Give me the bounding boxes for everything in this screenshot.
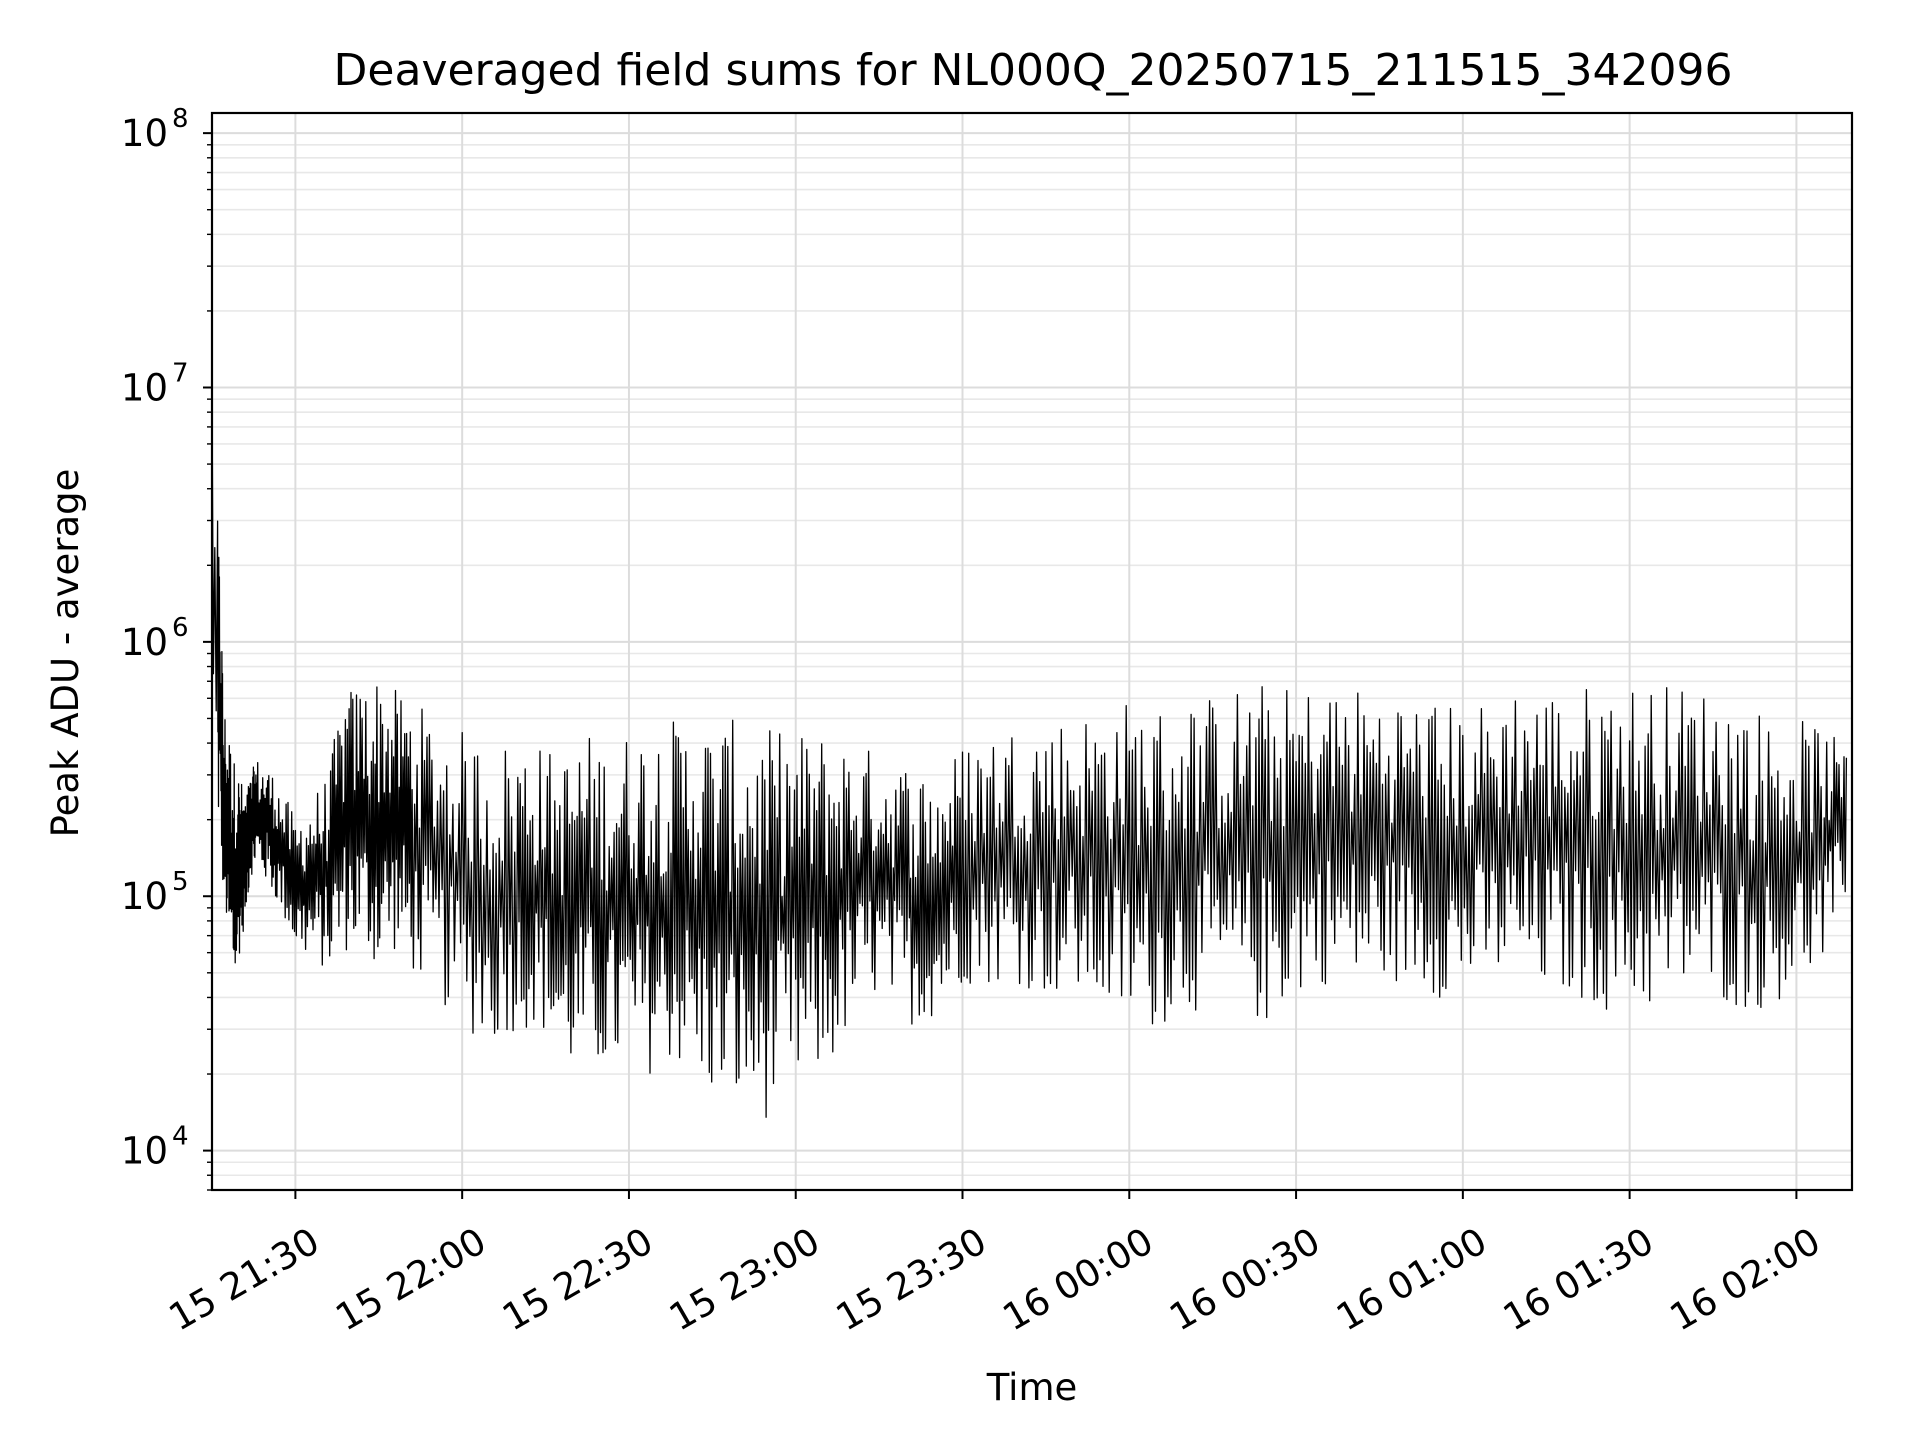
y-tick-exponent: 5 bbox=[172, 867, 189, 897]
plot-frame bbox=[210, 111, 1854, 1192]
x-tick-label: 15 23:30 bbox=[829, 1219, 994, 1339]
y-axis-label: Peak ADU - average bbox=[44, 469, 87, 838]
y-tick-label: 10 bbox=[121, 367, 168, 410]
y-tick-exponent: 6 bbox=[172, 613, 189, 643]
y-tick-label: 10 bbox=[121, 875, 168, 918]
series-line bbox=[211, 387, 1848, 1118]
x-axis: 15 21:30 15 22:00 15 22:30 15 23:00 15 23:30… bbox=[162, 1190, 1828, 1339]
chart-title: Deaveraged field sums for NL000Q_2025071… bbox=[334, 45, 1733, 96]
gridlines bbox=[212, 113, 1852, 1191]
x-tick-label: 15 22:00 bbox=[329, 1219, 494, 1339]
y-tick-exponent: 7 bbox=[172, 359, 189, 389]
x-tick-label: 15 23:00 bbox=[662, 1219, 827, 1339]
plot-area bbox=[211, 387, 1848, 1118]
x-axis-label: Time bbox=[986, 1366, 1078, 1409]
y-tick-label: 10 bbox=[121, 112, 168, 155]
x-tick-label: 16 01:00 bbox=[1329, 1219, 1494, 1339]
x-tick-label: 16 00:30 bbox=[1162, 1219, 1327, 1339]
y-tick-label: 10 bbox=[121, 1130, 168, 1173]
y-tick-exponent: 4 bbox=[172, 1122, 189, 1152]
x-tick-label: 15 21:30 bbox=[162, 1219, 327, 1339]
y-tick-label: 10 bbox=[121, 621, 168, 664]
x-tick-label: 16 00:00 bbox=[996, 1219, 1161, 1339]
y-tick-exponent: 8 bbox=[172, 104, 189, 134]
x-tick-label: 15 22:30 bbox=[495, 1219, 660, 1339]
x-tick-label: 16 01:30 bbox=[1496, 1219, 1661, 1339]
x-tick-label: 16 02:00 bbox=[1663, 1219, 1828, 1339]
